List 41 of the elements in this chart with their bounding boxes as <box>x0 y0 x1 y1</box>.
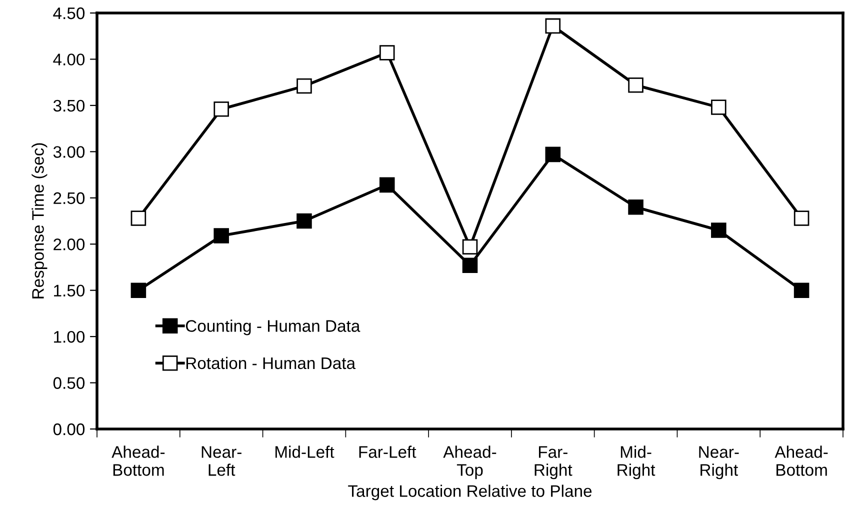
legend-label: Counting - Human Data <box>186 320 360 336</box>
point <box>214 102 229 117</box>
point <box>130 210 146 226</box>
y-tick-label: 1.00 <box>54 330 85 343</box>
x-tick-label: Mid- Right <box>618 446 656 480</box>
point <box>379 45 395 60</box>
x-tick-label: Near- Right <box>699 446 739 480</box>
x-tick-label: Far-Left <box>359 446 416 458</box>
x-tick-label: Near- Left <box>202 446 242 476</box>
point <box>462 239 478 255</box>
x-axis-title: Target Location Relative to Plane <box>348 484 592 500</box>
x-tick-label: Ahead- Top <box>443 446 496 480</box>
point <box>545 18 561 34</box>
point <box>296 78 312 94</box>
point <box>462 258 478 274</box>
x-tick-label: Ahead- Bottom <box>774 446 828 476</box>
point <box>130 282 146 298</box>
x-tick-label: Mid-Left <box>275 446 334 458</box>
point <box>628 77 644 93</box>
point <box>711 222 726 238</box>
x-tick-label: Far- Right <box>534 446 572 480</box>
y-tick-label: 1.50 <box>54 284 85 297</box>
y-axis-title: Response Time (sec) <box>32 143 48 298</box>
y-tick-label: 2.50 <box>54 192 85 204</box>
y-tick-label: 3.00 <box>53 146 85 158</box>
y-tick-label: 0.50 <box>53 377 85 389</box>
point <box>214 228 229 244</box>
point <box>545 146 561 162</box>
point <box>379 177 395 193</box>
y-tick-label: 4.50 <box>53 7 85 20</box>
y-tick-label: 4.00 <box>53 54 85 66</box>
y-tick-label: 2.00 <box>54 238 85 250</box>
point <box>794 210 810 226</box>
y-tick-label: 3.50 <box>53 100 85 112</box>
point <box>296 213 312 229</box>
y-tick-label: 0.00 <box>53 423 85 436</box>
point <box>794 282 810 298</box>
x-tick-label: Ahead- Bottom <box>112 446 165 476</box>
point <box>628 199 644 215</box>
legend-label: Rotation - Human Data <box>186 356 356 370</box>
point <box>711 100 726 115</box>
